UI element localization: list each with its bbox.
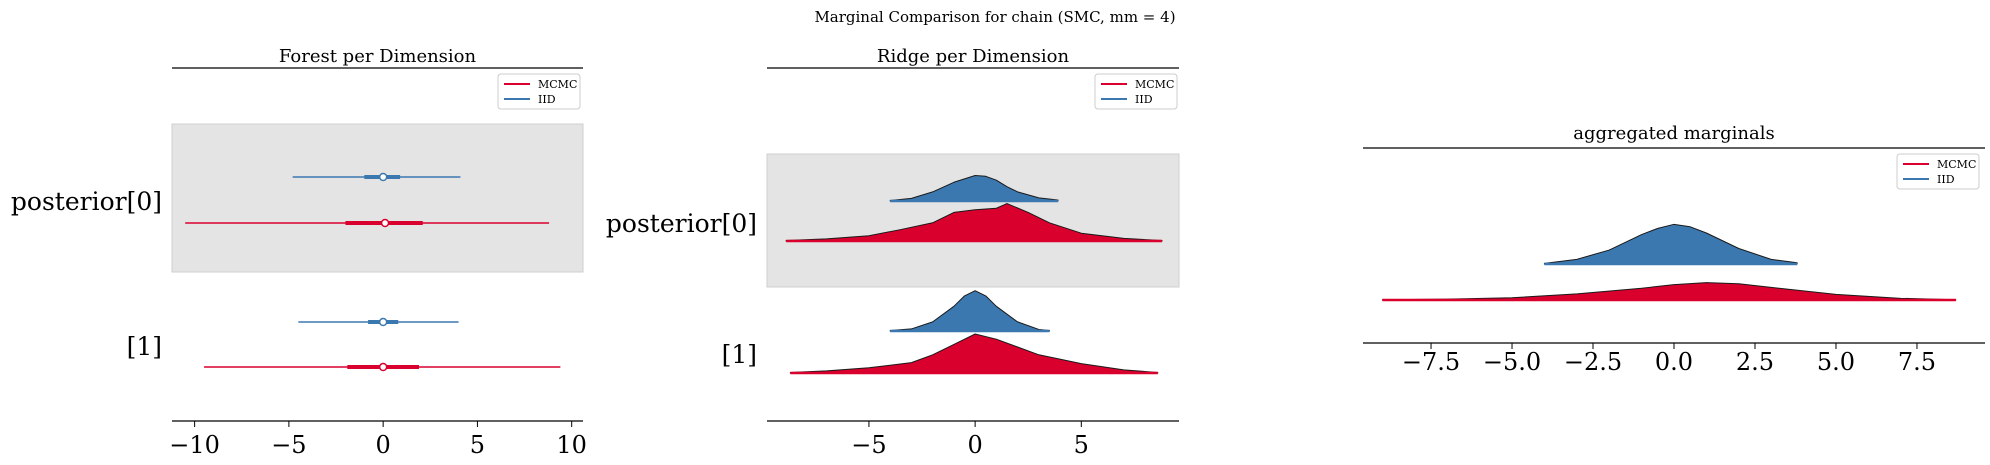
x-tick-label: 2.5 bbox=[1736, 348, 1774, 376]
x-tick-label: 10 bbox=[556, 431, 587, 459]
x-tick-label: −10 bbox=[169, 431, 220, 459]
ridge-panel: Ridge per Dimension −5 0 5 posterior[0] [1] MC… bbox=[606, 46, 1180, 459]
x-tick-label: −5 bbox=[271, 431, 306, 459]
mcmc-density-ridge bbox=[785, 203, 1163, 242]
legend-label-iid: IID bbox=[1135, 93, 1153, 106]
iid-density-ridge bbox=[1543, 223, 1798, 265]
x-tick-label: 5.0 bbox=[1817, 348, 1855, 376]
aggregated-panel: aggregated marginals −7.5 −5.0 −2.5 0.0 2.5 5.… bbox=[1363, 123, 1985, 376]
x-tick-label: −2.5 bbox=[1564, 348, 1622, 376]
iid-median-point bbox=[378, 172, 388, 182]
legend-frame bbox=[1094, 73, 1178, 110]
y-tick-label: posterior[0] bbox=[606, 209, 757, 238]
y-tick-label: [1] bbox=[722, 340, 757, 369]
highlight-band bbox=[171, 123, 584, 273]
legend-label-iid: IID bbox=[538, 93, 556, 106]
legend-label-mcmc: MCMC bbox=[1135, 78, 1174, 91]
x-tick-label: 0 bbox=[376, 431, 391, 459]
legend-label-mcmc: MCMC bbox=[1937, 158, 1976, 171]
panel-title: Ridge per Dimension bbox=[877, 46, 1070, 67]
x-tick-label: 0.0 bbox=[1655, 348, 1693, 376]
iid-median-point bbox=[378, 317, 388, 327]
legend-label-iid: IID bbox=[1937, 173, 1955, 186]
mcmc-density-ridge bbox=[1381, 282, 1957, 301]
panel-title: Forest per Dimension bbox=[279, 46, 477, 67]
forest-panel: Forest per Dimension −10 −5 0 5 10 posterior[0… bbox=[11, 46, 587, 459]
mcmc-median-point bbox=[378, 362, 388, 372]
legend-label-mcmc: MCMC bbox=[538, 78, 577, 91]
x-tick-label: −5 bbox=[851, 431, 886, 459]
x-tick-label: −5.0 bbox=[1483, 348, 1541, 376]
x-tick-label: −7.5 bbox=[1402, 348, 1460, 376]
x-tick-label: 7.5 bbox=[1898, 348, 1936, 376]
x-tick-label: 5 bbox=[1074, 431, 1089, 459]
legend-frame bbox=[497, 73, 581, 110]
panel-title: aggregated marginals bbox=[1573, 123, 1774, 144]
iid-density-ridge bbox=[889, 175, 1059, 202]
mcmc-median-point bbox=[380, 218, 390, 228]
x-tick-label: 0 bbox=[967, 431, 982, 459]
x-tick-label: 5 bbox=[470, 431, 485, 459]
y-tick-label: posterior[0] bbox=[11, 187, 162, 216]
mcmc-density-ridge bbox=[789, 333, 1159, 374]
y-tick-label: [1] bbox=[127, 332, 162, 361]
legend-frame bbox=[1896, 153, 1980, 190]
figure-title: Marginal Comparison for chain (SMC, mm =… bbox=[814, 8, 1175, 26]
iid-density-ridge bbox=[889, 290, 1050, 332]
